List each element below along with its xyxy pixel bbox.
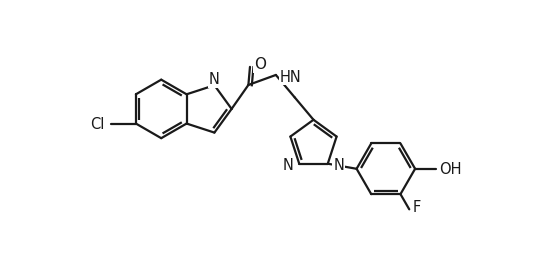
Text: N: N [209,72,220,87]
Text: O: O [254,57,266,72]
Text: N: N [333,158,344,173]
Text: N: N [283,158,294,173]
Text: Cl: Cl [91,117,105,132]
Text: OH: OH [439,162,462,177]
Text: F: F [413,200,421,214]
Text: HN: HN [280,70,301,85]
